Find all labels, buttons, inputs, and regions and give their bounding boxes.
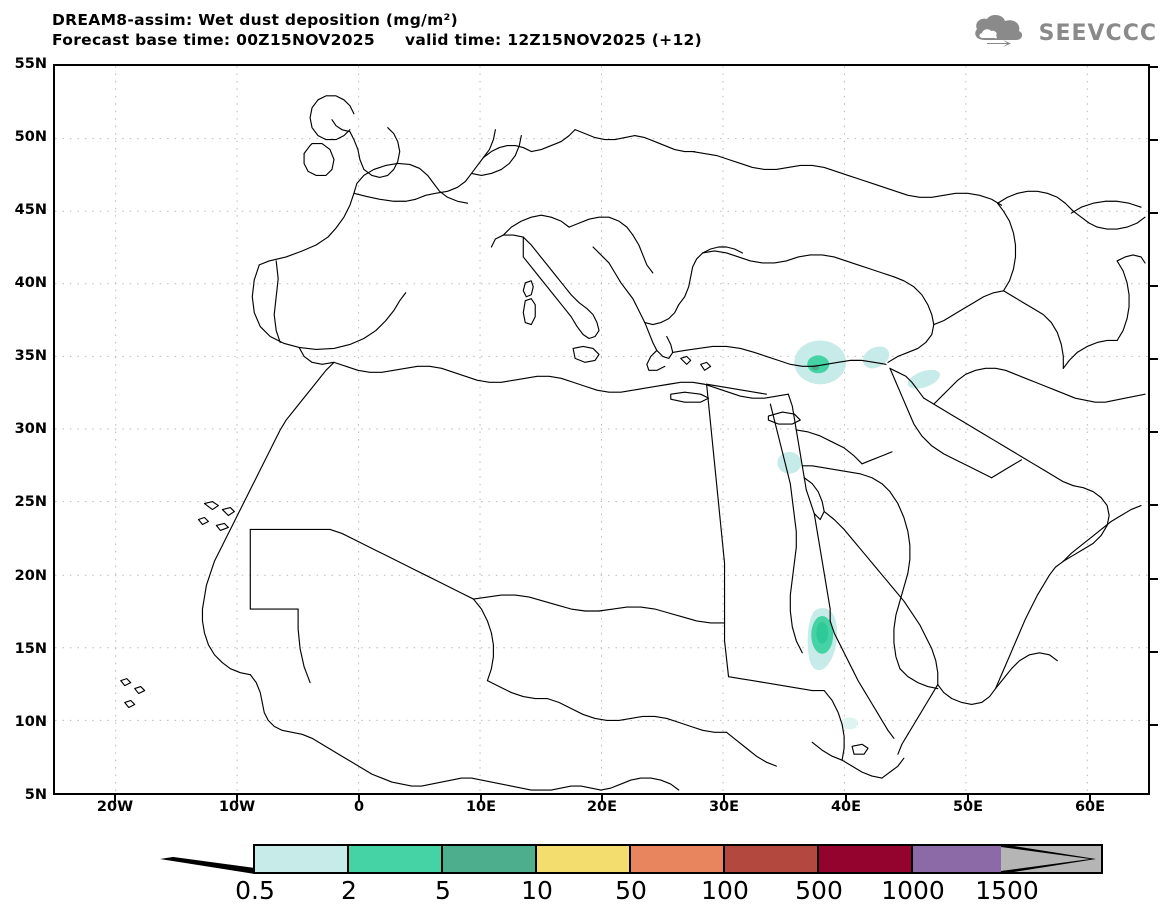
ytick-40N <box>1150 285 1158 287</box>
colorbar-tick-0.5: 0.5 <box>235 876 275 905</box>
map-canvas <box>55 66 1148 793</box>
colorbar-tick-10: 10 <box>521 876 553 905</box>
xtick-10W <box>236 795 238 802</box>
ylabel-20N: 20N <box>14 568 47 584</box>
ytick-45N <box>1150 212 1158 214</box>
ytick-55N <box>1150 66 1158 68</box>
xtick-50E <box>967 795 969 802</box>
gridlines <box>55 66 1148 793</box>
xtick-20W <box>114 795 116 802</box>
colorbar-cap-high-fill <box>1001 847 1090 871</box>
xlabel-20W: 20W <box>96 799 134 815</box>
xlabel-10W: 10W <box>218 799 256 815</box>
ytick-20N <box>1150 578 1158 580</box>
ylabel-30N: 30N <box>14 421 47 437</box>
page-title: DREAM8-assim: Wet dust deposition (mg/m²… <box>52 11 459 29</box>
colorbar-tick-1500: 1500 <box>975 876 1039 905</box>
ylabel-25N: 25N <box>14 494 47 510</box>
ylabel-15N: 15N <box>14 641 47 657</box>
logo-text: SEEVCCC <box>1038 20 1157 46</box>
xlabel-10E: 10E <box>465 799 497 815</box>
ytick-30N <box>1150 431 1158 433</box>
colorbar-band-7 <box>913 846 1007 872</box>
colorbar-tick-100: 100 <box>701 876 749 905</box>
xlabel-20E: 20E <box>586 799 618 815</box>
xlabel-30E: 30E <box>708 799 740 815</box>
colorbar-band-2 <box>443 846 537 872</box>
base-time-label: Forecast base time: 00Z15NOV2025 <box>52 31 375 49</box>
xtick-10E <box>480 795 482 802</box>
xtick-20E <box>601 795 603 802</box>
ylabel-40N: 40N <box>14 275 47 291</box>
xlabel-40E: 40E <box>830 799 862 815</box>
ylabel-5N: 5N <box>24 787 47 803</box>
colorbar-tick-2: 2 <box>341 876 357 905</box>
cloud-icon <box>971 14 1033 52</box>
colorbar-band-1 <box>349 846 443 872</box>
ylabel-50N: 50N <box>14 129 47 145</box>
xtick-60E <box>1089 795 1091 802</box>
colorbar-bands[interactable] <box>253 844 1103 874</box>
xtick-0 <box>358 795 360 802</box>
colorbar-legend[interactable]: 0.5 2 5 10 50 100 500 1000 1500 <box>0 840 1165 905</box>
ylabel-45N: 45N <box>14 202 47 218</box>
seevccc-logo: SEEVCCC <box>971 14 1157 52</box>
forecast-time-line: Forecast base time: 00Z15NOV2025 valid ti… <box>52 30 702 50</box>
ytick-15N <box>1150 651 1158 653</box>
colorbar-tick-50: 50 <box>615 876 647 905</box>
colorbar-cap-low-fill <box>166 844 255 868</box>
ytick-25N <box>1150 504 1158 506</box>
ytick-10N <box>1150 724 1158 726</box>
ylabel-55N: 55N <box>14 56 47 72</box>
colorbar-tick-1000: 1000 <box>881 876 945 905</box>
map-plot-area[interactable] <box>53 64 1158 795</box>
colorbar-band-3 <box>537 846 631 872</box>
colorbar-band-0 <box>255 846 349 872</box>
xlabel-0: 0 <box>353 799 365 815</box>
ylabel-35N: 35N <box>14 348 47 364</box>
colorbar-band-5 <box>725 846 819 872</box>
valid-time-label: valid time: 12Z15NOV2025 (+12) <box>404 31 702 49</box>
ytick-50N <box>1150 139 1158 141</box>
xlabel-60E: 60E <box>1074 799 1106 815</box>
colorbar-tick-500: 500 <box>795 876 843 905</box>
colorbar-tick-5: 5 <box>435 876 451 905</box>
ytick-35N <box>1150 358 1158 360</box>
ylabel-10N: 10N <box>14 714 47 730</box>
xlabel-50E: 50E <box>952 799 984 815</box>
xtick-40E <box>845 795 847 802</box>
colorbar-band-4 <box>631 846 725 872</box>
colorbar-band-6 <box>819 846 913 872</box>
map-coastlines <box>120 95 1146 791</box>
dust-deposition-field <box>777 340 940 730</box>
chart-title-block: DREAM8-assim: Wet dust deposition (mg/m²… <box>52 10 702 50</box>
xtick-30E <box>723 795 725 802</box>
